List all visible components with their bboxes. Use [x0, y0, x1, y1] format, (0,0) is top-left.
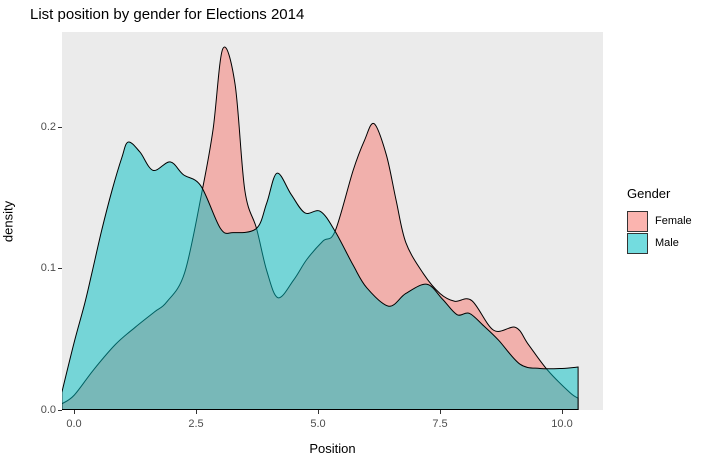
- male-swatch-icon: [627, 232, 648, 254]
- x-tick-mark: [74, 410, 75, 414]
- chart-title: List position by gender for Elections 20…: [30, 6, 305, 23]
- legend-title: Gender: [627, 186, 671, 201]
- x-tick-mark: [196, 410, 197, 414]
- y-tick-mark: [58, 268, 62, 269]
- legend-item-male: Male: [627, 232, 692, 254]
- y-tick-label: 0.0: [40, 403, 56, 416]
- y-tick-mark: [58, 126, 62, 128]
- y-tick-label: 0.2: [40, 120, 56, 133]
- x-tick-label: 10.0: [551, 418, 573, 430]
- x-tick-label: 5.0: [310, 418, 326, 430]
- y-tick-mark: [58, 409, 62, 411]
- x-tick-label: 2.5: [188, 418, 204, 430]
- y-tick-label: 0.1: [40, 262, 56, 274]
- x-tick-label: 7.5: [432, 418, 448, 430]
- y-axis-title: density: [0, 200, 16, 243]
- legend: Gender Female Male: [627, 186, 692, 254]
- female-swatch-icon: [627, 210, 648, 232]
- x-tick-label: 0.0: [66, 418, 82, 430]
- x-tick-mark: [440, 410, 441, 414]
- x-tick-mark: [318, 410, 319, 414]
- plot-panel: [62, 32, 603, 410]
- density-area-male: [62, 141, 579, 410]
- density-plot: [62, 46, 579, 410]
- legend-label-male: Male: [655, 237, 679, 249]
- x-axis-title: Position: [309, 441, 356, 456]
- legend-label-female: Female: [655, 215, 692, 227]
- legend-item-female: Female: [627, 210, 692, 232]
- x-tick-mark: [562, 410, 563, 414]
